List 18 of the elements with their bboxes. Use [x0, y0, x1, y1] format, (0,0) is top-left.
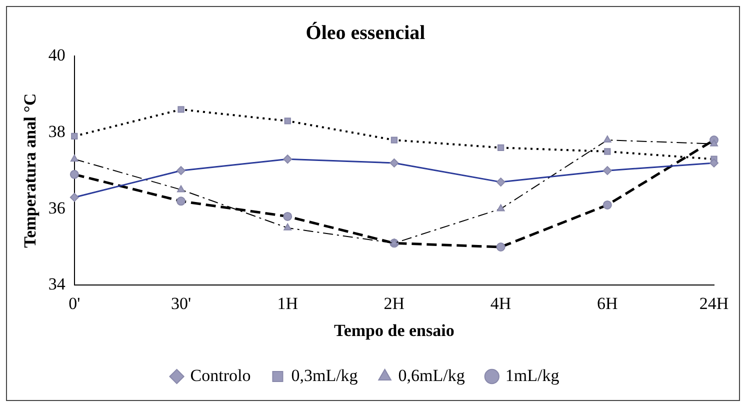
- x-tick-label: 2H: [384, 294, 405, 313]
- legend-label: Controlo: [190, 366, 251, 385]
- x-tick-label: 24H: [699, 294, 729, 313]
- legend-label: 0,3mL/kg: [291, 366, 358, 385]
- x-tick-label: 1H: [277, 294, 298, 313]
- y-tick-label: 40: [48, 45, 66, 64]
- y-tick-label: 34: [48, 274, 66, 294]
- x-tick-label: 0': [68, 294, 80, 313]
- x-tick-label: 6H: [597, 294, 618, 313]
- x-tick-label: 30': [170, 294, 192, 313]
- y-tick-label: 38: [48, 122, 66, 141]
- x-axis-title: Tempo de ensaio: [334, 321, 454, 340]
- chart-title: Óleo essencial: [306, 21, 426, 44]
- legend-label: 0,6mL/kg: [398, 366, 466, 385]
- legend-label: 1mL/kg: [505, 366, 560, 385]
- y-axis-title: Temperatura anal °C: [20, 93, 40, 248]
- x-tick-label: 4H: [490, 294, 512, 313]
- y-tick-label: 36: [48, 198, 66, 218]
